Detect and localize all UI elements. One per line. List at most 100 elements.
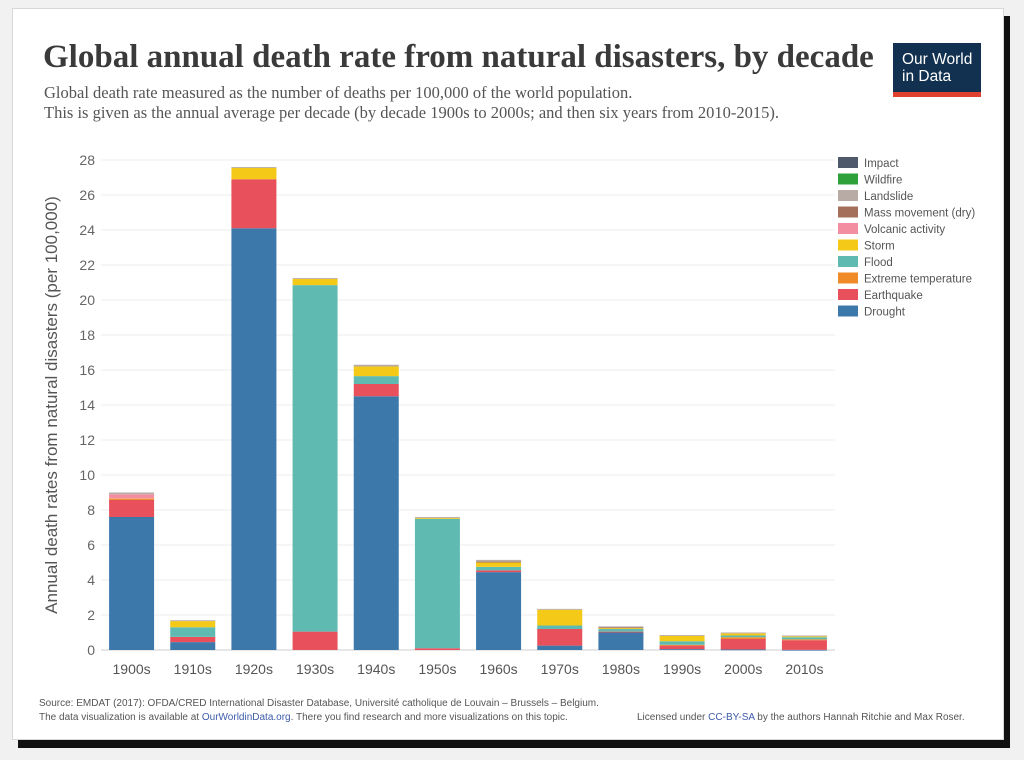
y-tick-label: 8	[87, 502, 95, 518]
bar-segment-drought	[720, 649, 766, 651]
legend-label: Storm	[864, 241, 895, 253]
bar-segment-drought	[353, 396, 399, 650]
y-tick-label: 28	[79, 152, 95, 168]
legend-swatch	[838, 272, 858, 284]
bar-segment-drought	[231, 228, 277, 650]
chart-title: Global annual death rate from natural di…	[43, 39, 874, 75]
x-tick-label: 1980s	[602, 661, 640, 677]
legend-swatch	[838, 223, 858, 234]
logo-line-1: Our World	[902, 51, 973, 68]
legend-label: Volcanic activity	[864, 224, 945, 236]
bar-segment-landslide	[720, 632, 766, 634]
bar-segment-extreme-temperature	[720, 637, 766, 639]
bar-segment-flood	[414, 518, 460, 649]
y-tick-label: 20	[79, 292, 95, 308]
bar-segment-drought	[781, 649, 827, 651]
bar-segment-earthquake	[414, 648, 460, 650]
bar-segment-storm	[231, 167, 277, 180]
y-tick-label: 14	[79, 397, 95, 413]
y-tick-label: 24	[79, 222, 95, 238]
bar-segment-earthquake	[537, 629, 583, 646]
bar-segment-flood	[720, 635, 766, 638]
bar-segment-storm	[781, 636, 827, 638]
license-prefix: Licensed under	[637, 712, 709, 723]
legend-label: Drought	[864, 307, 906, 319]
chart-card: Global annual death rate from natural di…	[12, 8, 1004, 740]
bar-segment-drought	[659, 649, 705, 650]
x-tick-label: 1920s	[235, 661, 273, 677]
bar-segment-flood	[476, 566, 522, 571]
legend-label: Landslide	[864, 191, 913, 203]
bar-segment-earthquake	[720, 638, 766, 650]
bar-segment-earthquake	[476, 570, 522, 573]
x-tick-label: 1990s	[663, 661, 701, 677]
y-tick-label: 10	[79, 467, 95, 483]
bar-segment-landslide	[537, 608, 583, 610]
x-tick-label: 1910s	[174, 661, 212, 677]
bar-segment-extreme-temperature	[781, 639, 827, 641]
x-tick-label: 1970s	[541, 661, 579, 677]
bar-segment-storm	[353, 366, 399, 377]
y-axis-title: Annual death rates from natural disaster…	[42, 196, 61, 614]
footer-note-suffix: . There you find research and more visua…	[290, 712, 568, 723]
bar-segment-earthquake	[292, 631, 338, 650]
bar-segment-landslide	[170, 620, 216, 622]
bar-segment-storm	[476, 562, 522, 567]
bar-segment-flood	[353, 376, 399, 384]
bar-segment-mass-movement-dry	[476, 561, 522, 563]
bar-segment-earthquake	[109, 499, 155, 517]
legend-label: Earthquake	[864, 290, 923, 302]
bar-segment-drought	[109, 517, 155, 650]
bar-segment-earthquake	[598, 631, 644, 633]
bar-segment-flood	[598, 629, 644, 632]
bar-segment-landslide	[598, 626, 644, 628]
owid-link[interactable]: OurWorldinData.org	[201, 712, 291, 723]
bar-segment-drought	[598, 632, 644, 650]
chart-subtitle-line-1: Global death rate measured as the number…	[44, 83, 633, 102]
bar-segment-flood	[537, 625, 583, 629]
license-link[interactable]: CC-BY-SA	[708, 712, 755, 723]
x-tick-label: 1940s	[357, 661, 395, 677]
legend-swatch	[838, 206, 858, 218]
bar-segment-storm	[537, 609, 583, 626]
bar-segment-earthquake	[659, 645, 705, 650]
y-tick-label: 18	[79, 327, 95, 343]
bar-segment-flood	[292, 285, 338, 632]
legend-label: Mass movement (dry)	[864, 208, 975, 220]
bar-segment-flood	[170, 627, 216, 637]
bar-segment-storm	[720, 633, 766, 636]
footer-license: Licensed under CC-BY-SA by the authors H…	[637, 712, 965, 723]
x-tick-label: 2010s	[785, 661, 823, 677]
bar-segment-landslide	[781, 635, 827, 637]
bar-segment-mass-movement-dry	[598, 627, 644, 629]
legend-swatch	[838, 289, 858, 300]
legend-swatch	[838, 173, 858, 185]
bar-segment-extreme-temperature	[659, 644, 705, 646]
legend-label: Extreme temperature	[864, 274, 972, 286]
x-tick-label: 1960s	[480, 661, 518, 677]
bar-segment-storm	[170, 621, 216, 628]
y-tick-label: 2	[87, 607, 95, 623]
bar-segment-landslide	[292, 278, 338, 279]
bar-segment-drought	[476, 572, 522, 650]
license-suffix: by the authors Hannah Ritchie and Max Ro…	[754, 712, 965, 723]
x-tick-label: 2000s	[724, 661, 762, 677]
y-tick-label: 4	[87, 572, 95, 588]
y-tick-label: 0	[87, 642, 95, 658]
bar-segment-storm	[598, 628, 644, 629]
footer-visualization-note: The data visualization is available at O…	[39, 712, 568, 723]
bar-segment-landslide	[659, 635, 705, 636]
legend-swatch	[838, 157, 858, 168]
legend-label: Flood	[864, 257, 893, 269]
legend-swatch	[838, 190, 858, 201]
y-tick-label: 6	[87, 537, 95, 553]
bar-segment-earthquake	[781, 640, 827, 650]
footer-note-prefix: The data visualization is available at	[39, 712, 202, 723]
x-tick-label: 1930s	[296, 661, 334, 677]
bar-segment-storm	[109, 498, 155, 500]
owid-logo[interactable]: Our World in Data	[893, 43, 981, 97]
bar-segment-earthquake	[170, 636, 216, 643]
chart-subtitle-line-2: This is given as the annual average per …	[44, 103, 779, 122]
legend-label: Wildfire	[864, 175, 902, 187]
